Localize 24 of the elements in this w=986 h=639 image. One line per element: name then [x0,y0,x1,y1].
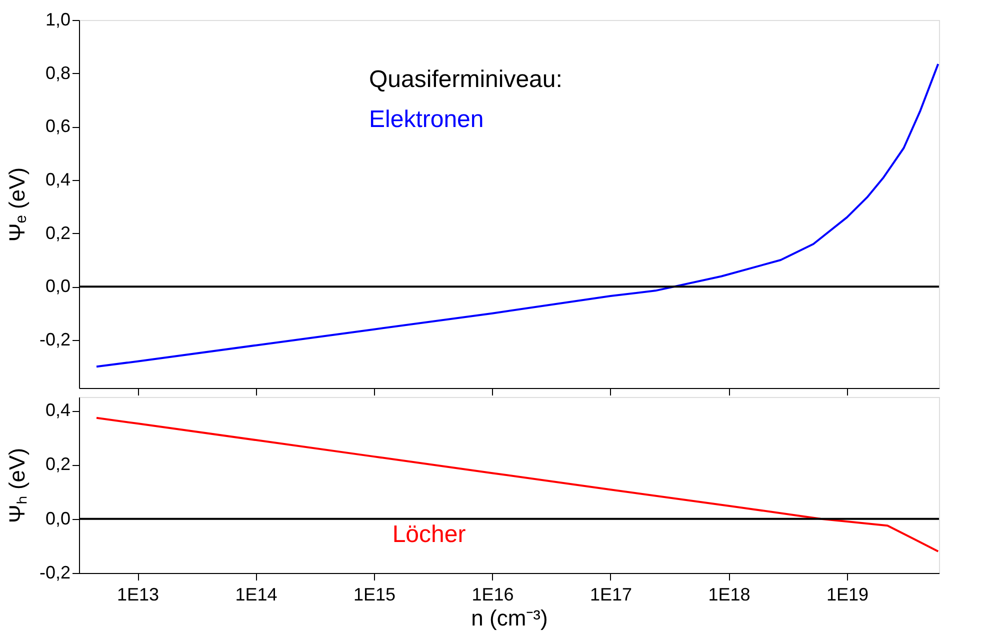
y-tick-label: 0,2 [45,454,70,474]
y-tick-label: 0,0 [45,508,70,528]
x-tick-label: 1E16 [472,584,514,604]
x-tick-label: 1E19 [826,584,869,604]
y-tick-label: 0,6 [45,116,70,136]
y-tick-label: 1,0 [45,10,70,30]
x-tick-label: 1E14 [235,584,278,604]
y-tick-label: 0,2 [45,222,70,243]
x-tick-label: 1E13 [116,584,160,604]
text: Löcher [392,521,466,548]
y-axis-title: Ψₑ (eV) [4,167,30,242]
x-tick-label: 1E15 [353,584,396,604]
x-tick-label: 1E18 [708,584,750,604]
y-tick-label: 0,8 [45,62,70,83]
y-tick-label: -0,2 [39,330,70,350]
y-tick-label: 0,4 [45,400,70,420]
text: Elektronen [369,106,484,133]
annotation: Quasiferminiveau: [369,66,562,93]
y-tick-label: -0,2 [39,562,70,582]
y-tick-label: 0,4 [45,170,70,190]
y-axis-title: Ψₕ (eV) [4,448,30,524]
x-axis-title: n (cm⁻³) [471,606,548,630]
y-tick-label: 0,0 [45,276,70,296]
x-tick-label: 1E17 [590,584,632,604]
